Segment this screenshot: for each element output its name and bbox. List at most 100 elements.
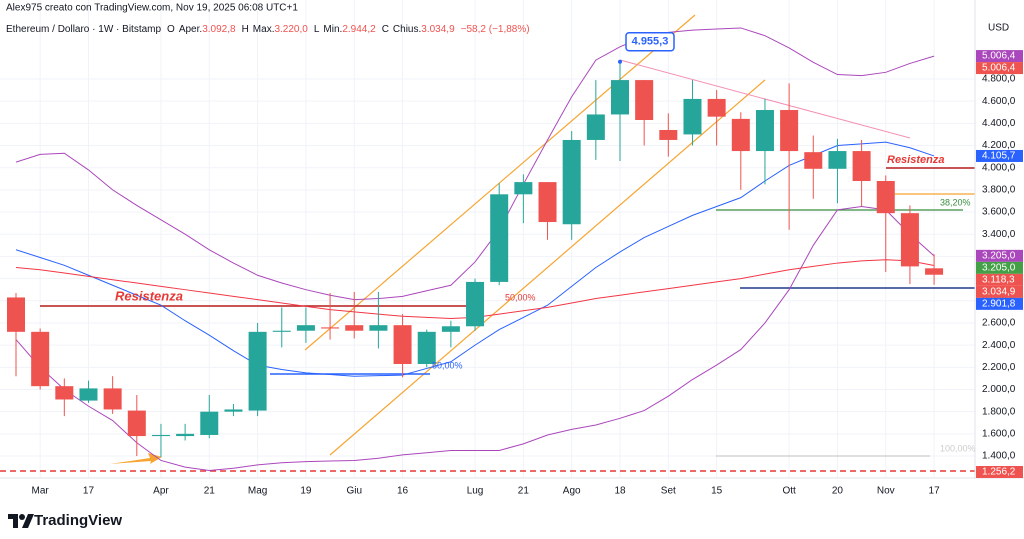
x-tick-label: 15 [711,486,723,497]
ohlc-value: 3.092,8 [202,24,236,35]
price-label: 4.105,7 [982,151,1016,162]
grid [0,0,975,478]
candle-body [103,388,122,410]
candle-body [7,297,25,332]
price-label: 1.256,2 [982,467,1016,478]
candle-body [707,98,726,117]
candle-body [611,80,629,115]
currency: USD [988,23,1009,34]
price-label-box [976,273,1023,286]
candle-body [417,331,436,364]
price-label-box [976,297,1023,310]
y-tick-label: 1.400,0 [982,451,1016,462]
ohlc-name: Chius. [393,24,421,35]
price-label-box [976,261,1023,274]
peak-dot [618,59,622,64]
x-tick-label: Ago [563,486,581,497]
annotation: 50,00% [505,292,536,302]
peak-label: 4.955,3 [632,36,669,48]
price-label: 3.034,9 [982,286,1016,297]
price-label: 2.901,8 [982,298,1016,309]
author: Alex975 creato con TradingView.com, Nov … [6,3,298,14]
ohlc-value: 3.220,0 [274,24,308,35]
candle-body [828,151,847,169]
ohlc-key: L [314,24,320,35]
y-tick-label: 3.400,0 [982,229,1016,240]
annotation: Resistenza [887,154,944,166]
candle-body [852,151,871,181]
candle-body [345,325,364,331]
x-tick-label: Set [661,486,676,497]
candle-body [369,325,388,331]
price-label: 3.205,0 [982,262,1016,273]
annotation: 100,00% [940,443,976,453]
indicator-line [15,27,935,301]
logo: TradingView [8,512,122,529]
ohlc-value: 3.034,9 [421,24,455,35]
candle-body [31,331,50,387]
y-tick-label: 4.400,0 [982,118,1016,129]
candle-body [224,409,243,412]
candle-body [925,268,944,275]
candle-body [780,110,799,152]
candle-body [393,325,412,364]
candle-body [683,98,702,135]
channel-line [329,79,766,456]
x-tick-label: 20 [832,486,844,497]
change: −58,2 (−1,88%) [461,24,530,35]
x-tick-label: Ott [782,486,796,497]
candle-body [900,213,919,267]
x-tick-label: 19 [300,486,312,497]
price-label-box [976,249,1023,262]
candle-body [635,80,654,120]
x-tick-label: 21 [204,486,216,497]
candle-body [731,118,750,152]
x-tick-label: 18 [614,486,626,497]
y-tick-label: 1.800,0 [982,406,1016,417]
price-label: 3.118,3 [982,274,1015,285]
price-label-box [976,50,1023,63]
candle-body [200,411,219,435]
x-tick-label: Nov [877,486,895,497]
candle-body [514,182,533,195]
y-tick-label: 4.600,0 [982,96,1016,107]
candle-body [127,410,146,437]
ohlc-name: Max. [253,24,275,35]
ohlc-name: Aper. [179,24,202,35]
annotation: Resistenza [115,288,183,303]
y-tick-label: 3.600,0 [982,207,1016,218]
candle-body [151,434,170,437]
candle-body [176,433,195,437]
y-tick-label: 4.000,0 [982,162,1016,173]
price-label: 3.205,0 [982,250,1016,261]
brand: TradingView [34,512,122,529]
candle-body [538,182,557,223]
y-tick-label: 2.000,0 [982,384,1016,395]
x-tick-label: Mar [32,486,50,497]
peak-box [625,31,675,52]
price-label: 5.006,4 [982,51,1016,62]
price-label-box [976,62,1023,75]
price-label-box [976,465,1023,478]
annotation: 50,00% [432,360,463,370]
ohlc-name: Min. [323,24,342,35]
symbol: Ethereum / Dollaro · 1W · Bitstamp [6,24,161,35]
drawings [0,14,975,472]
candle-body [659,129,678,140]
candle-body [562,139,581,225]
price-label: 5.006,4 [982,63,1016,74]
x-tick-label: Giu [346,486,362,497]
candle-body [586,114,605,140]
candle-body [248,331,267,411]
ohlc-key: H [242,24,249,35]
y-tick-label: 3.800,0 [982,185,1016,196]
candle-body [490,194,509,282]
candle-body [321,327,340,329]
candle-body [804,152,823,169]
plot [7,27,944,471]
candle-body [272,330,291,332]
x-tick-label: 17 [929,486,941,497]
channel-line [304,14,696,351]
candle-body [79,388,98,401]
